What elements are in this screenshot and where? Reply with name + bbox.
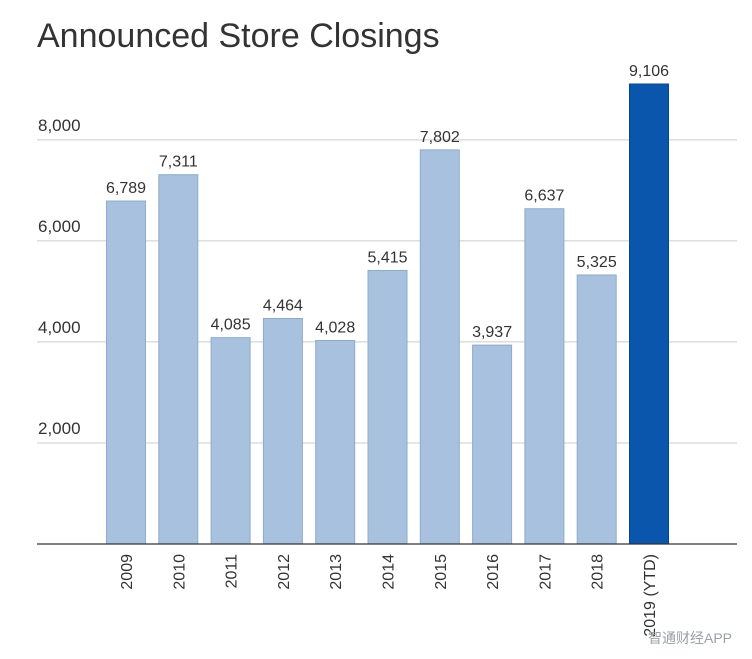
bar	[629, 83, 669, 545]
bar	[106, 200, 146, 545]
data-label: 5,325	[577, 254, 617, 271]
x-tick-label: 2009	[119, 554, 136, 590]
data-label: 4,085	[211, 317, 251, 334]
x-tick-label: 2017	[537, 554, 554, 590]
y-axis-ticks: 2,000 4,000 6,000 8,000	[38, 116, 81, 438]
data-label: 6,789	[106, 180, 146, 197]
y-tick-label: 2,000	[38, 419, 81, 438]
x-tick-label: 2012	[276, 554, 293, 590]
x-tick-label: 2011	[224, 554, 241, 589]
y-tick-label: 8,000	[38, 116, 81, 135]
x-tick-label: 2010	[171, 554, 188, 590]
bar	[262, 317, 303, 545]
data-label: 6,637	[524, 188, 564, 205]
bar	[472, 344, 513, 545]
x-tick-label: 2019 (YTD)	[642, 554, 659, 637]
x-tick-label: 2013	[328, 554, 345, 590]
data-label: 7,802	[420, 129, 460, 146]
data-label: 4,028	[315, 320, 355, 337]
x-tick-label: 2018	[590, 554, 607, 590]
bar	[367, 269, 408, 545]
bars	[106, 83, 669, 545]
x-axis-ticks: 2009 2010 2011 2012 2013 2014 2015 2016 2017 2018…	[119, 554, 659, 637]
bar	[419, 149, 460, 545]
x-tick-label: 2014	[381, 554, 398, 590]
y-tick-label: 6,000	[38, 217, 81, 236]
bar	[315, 340, 356, 545]
x-tick-label: 2015	[433, 554, 450, 590]
data-label: 9,106	[629, 63, 669, 80]
bar	[210, 337, 251, 545]
data-label: 7,311	[159, 154, 198, 171]
x-tick-label: 2016	[485, 554, 502, 590]
y-tick-label: 4,000	[38, 318, 81, 337]
watermark: 智通财经APP	[648, 630, 732, 646]
bar	[158, 174, 199, 545]
bar	[524, 208, 565, 545]
data-label: 4,464	[263, 297, 303, 314]
data-label: 3,937	[472, 324, 512, 341]
bar	[576, 274, 617, 545]
data-labels: 6,789 7,311 4,085 4,464 4,028 5,415 7,802 3,937…	[106, 63, 669, 341]
chart-title: Announced Store Closings	[37, 17, 440, 55]
data-label: 5,415	[367, 249, 407, 266]
